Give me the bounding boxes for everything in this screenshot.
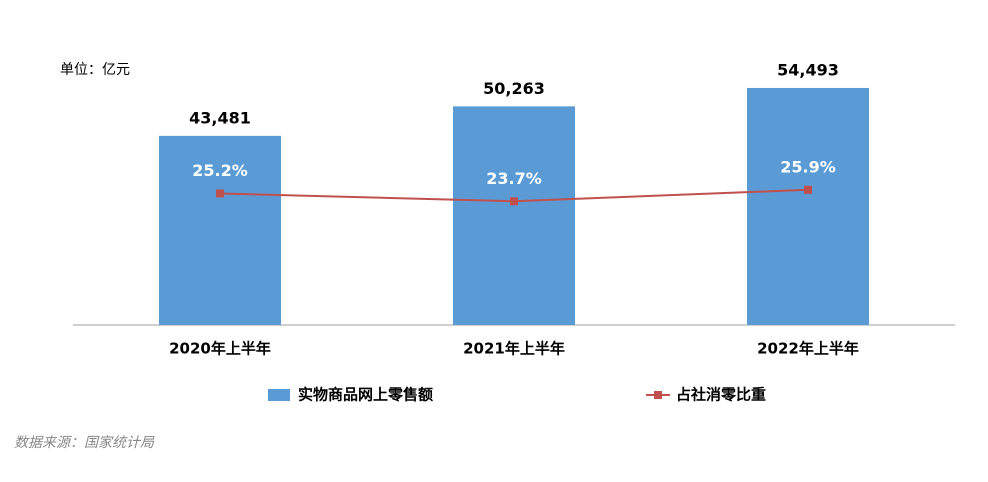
bar-value-label: 43,481: [189, 108, 251, 127]
bar-value-label: 50,263: [483, 79, 545, 98]
x-tick-label: 2021年上半年: [463, 340, 565, 358]
line-value-label: 25.2%: [192, 161, 248, 180]
legend-swatch: [268, 389, 290, 401]
line-value-label: 23.7%: [486, 169, 542, 188]
line-value-label: 25.9%: [780, 157, 836, 176]
legend-label: 实物商品网上零售额: [298, 386, 433, 404]
x-tick-label: 2022年上半年: [757, 340, 859, 358]
line-marker: [804, 185, 812, 194]
bar: [453, 106, 575, 325]
unit-label: 单位：亿元: [60, 62, 130, 78]
source-note: 数据来源：国家统计局: [14, 435, 155, 451]
bar: [747, 87, 869, 326]
line-marker: [216, 189, 224, 198]
legend-label: 占社消零比重: [676, 386, 766, 404]
line-marker: [510, 197, 518, 206]
x-tick-label: 2020年上半年: [169, 340, 271, 358]
bar-value-label: 54,493: [777, 60, 839, 79]
bar: [159, 135, 281, 325]
legend-swatch: [654, 391, 662, 399]
